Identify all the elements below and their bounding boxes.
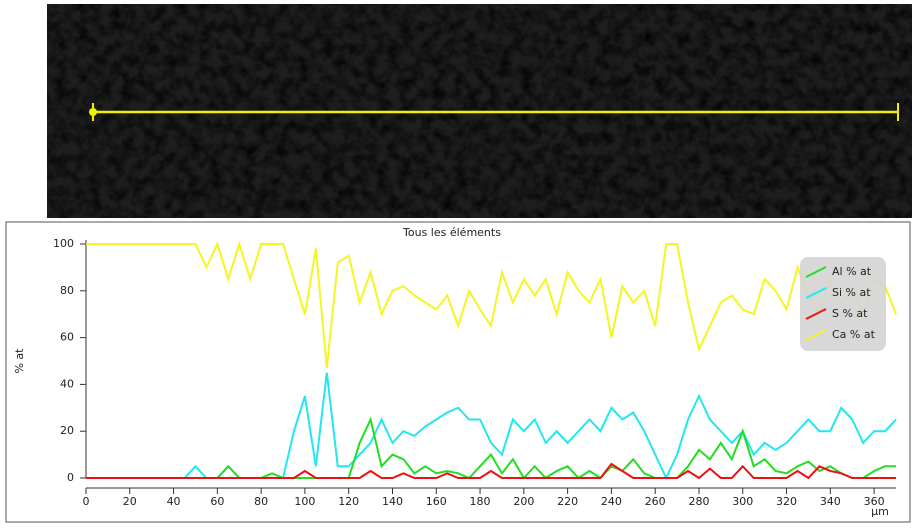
series-line xyxy=(86,240,897,369)
y-tick-label: 0 xyxy=(67,471,74,484)
x-tick-label: 60 xyxy=(210,495,224,508)
series-line xyxy=(86,462,896,480)
legend-label: Ca % at xyxy=(832,328,876,341)
x-tick-label: 100 xyxy=(294,495,315,508)
legend-swatch xyxy=(805,329,827,341)
legend-label: Si % at xyxy=(832,286,871,299)
x-tick-label: 180 xyxy=(470,495,491,508)
x-tick-label: 340 xyxy=(820,495,841,508)
x-tick-label: 280 xyxy=(688,495,709,508)
x-tick-label: 0 xyxy=(83,495,90,508)
x-tick-label: 260 xyxy=(645,495,666,508)
x-tick-label: 300 xyxy=(732,495,753,508)
chart-title: Tous les éléments xyxy=(402,226,501,239)
x-tick-label: 20 xyxy=(123,495,137,508)
y-tick-label: 100 xyxy=(53,237,74,250)
x-tick-label: 80 xyxy=(254,495,268,508)
y-tick-label: 20 xyxy=(60,424,74,437)
legend-label: S % at xyxy=(832,307,868,320)
y-tick-label: 60 xyxy=(60,331,74,344)
x-tick-label: 140 xyxy=(382,495,403,508)
legend-swatch xyxy=(805,266,827,278)
x-tick-label: 40 xyxy=(167,495,181,508)
x-tick-label: 240 xyxy=(601,495,622,508)
legend-swatch xyxy=(805,287,827,299)
legend: Al % at Si % at S % at Ca % at xyxy=(800,257,886,351)
y-axis-label: % at xyxy=(13,348,26,374)
series-line xyxy=(86,416,896,480)
x-tick-label: 320 xyxy=(776,495,797,508)
x-tick-label: 360 xyxy=(864,495,885,508)
sem-image xyxy=(47,4,912,218)
chart-panel xyxy=(5,221,911,523)
plot: 0 20 40 60 80 100 0 20 40 60 80 100 120 140 160 180 200 2… xyxy=(53,237,897,508)
y-tick-label: 80 xyxy=(60,284,74,297)
x-tick-label: 220 xyxy=(557,495,578,508)
legend-swatch xyxy=(805,308,827,320)
legend-label: Al % at xyxy=(832,265,872,278)
legend-box xyxy=(800,257,886,351)
x-tick-label: 160 xyxy=(426,495,447,508)
x-unit-label: µm xyxy=(871,505,889,518)
x-tick-label: 120 xyxy=(338,495,359,508)
y-tick-label: 40 xyxy=(60,377,74,390)
x-tick-label: 200 xyxy=(513,495,534,508)
